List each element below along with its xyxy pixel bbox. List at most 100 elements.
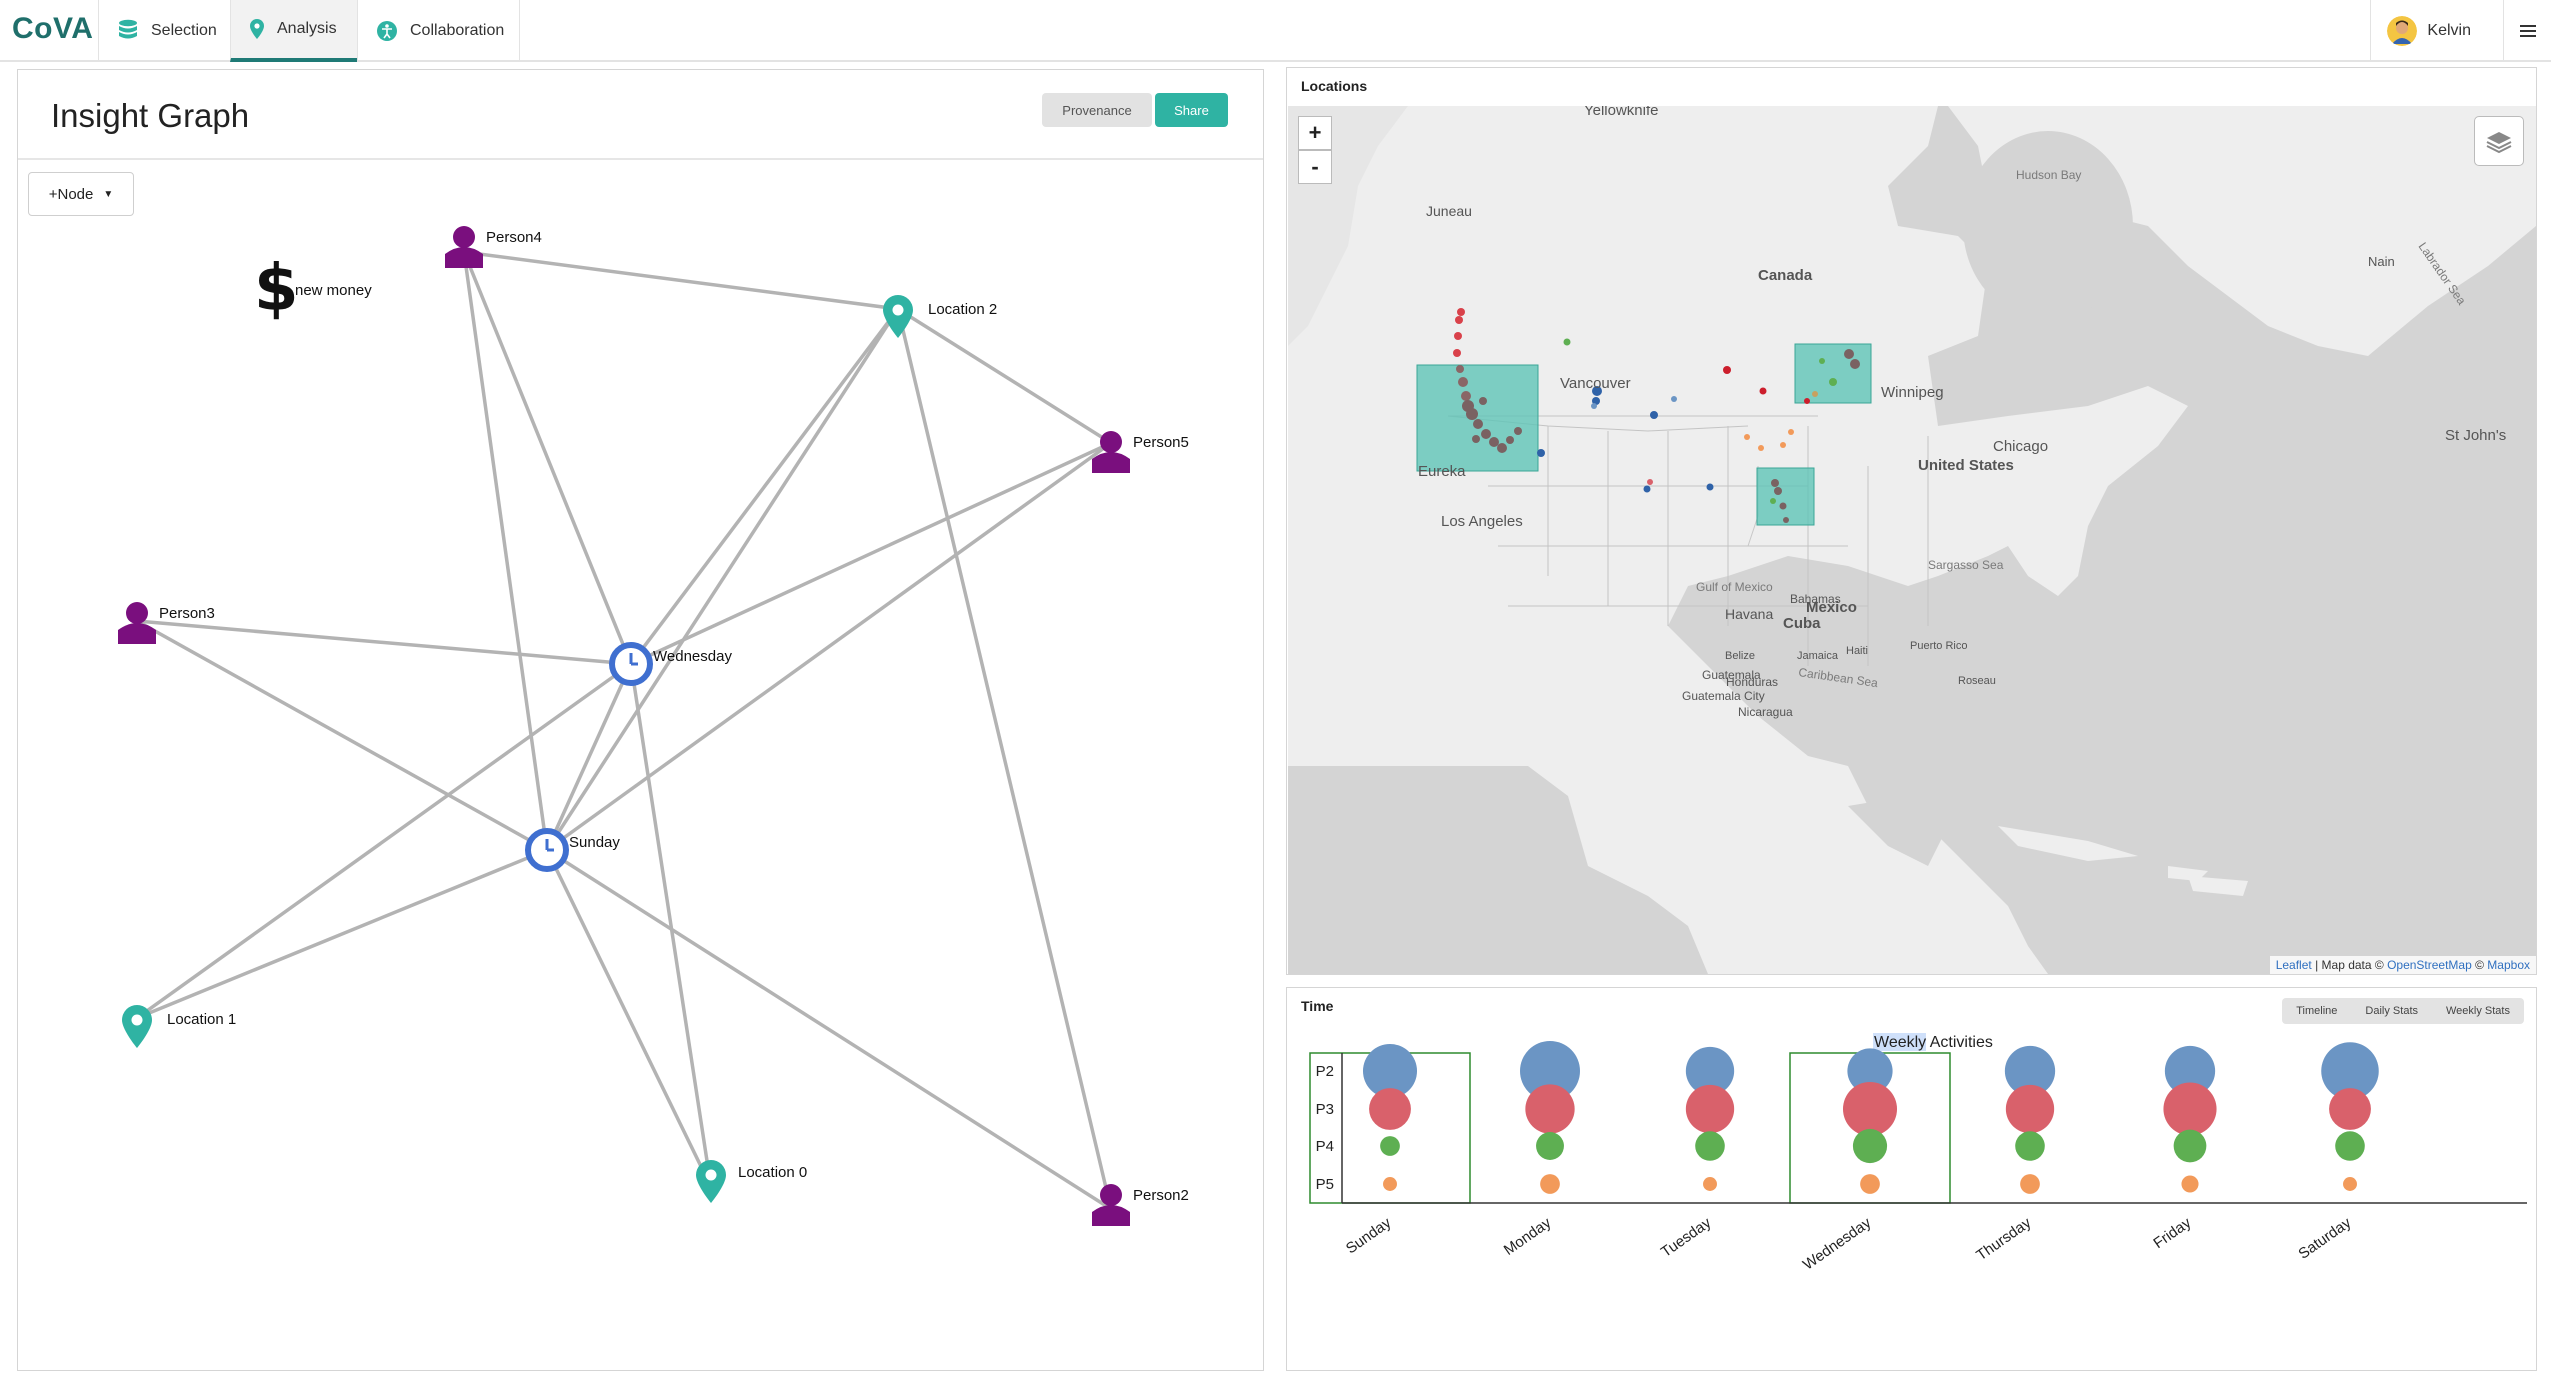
bubble-p3-tuesday[interactable] [1685, 1084, 1735, 1134]
bubble-p4-friday[interactable] [2173, 1129, 2207, 1163]
tab-timeline[interactable]: Timeline [2296, 1005, 2338, 1017]
bubble-p3-thursday[interactable] [2005, 1084, 2055, 1134]
bubble-p3-friday[interactable] [2163, 1082, 2217, 1136]
layers-button[interactable] [2474, 116, 2524, 166]
x-tick-label: Friday [2150, 1214, 2194, 1252]
label-yellowknife: Yellowknife [1584, 106, 1659, 119]
bubble-p5-sunday[interactable] [1383, 1177, 1397, 1191]
app-logo[interactable]: CoVA [12, 12, 94, 45]
node-label-location2: Location 2 [928, 301, 997, 318]
person-node-person5[interactable]: Person5 [1092, 431, 1189, 473]
provenance-button[interactable]: Provenance [1042, 93, 1152, 127]
leaflet-link[interactable]: Leaflet [2275, 958, 2312, 972]
bubble-p5-tuesday[interactable] [1703, 1177, 1717, 1191]
page-title: Insight Graph [51, 97, 250, 134]
tab-collaboration[interactable]: Collaboration [357, 0, 520, 62]
graph-canvas[interactable]: $ new money Person4 Person5 Person3 Pers… [18, 70, 1263, 1370]
osm-link[interactable]: OpenStreetMap [2387, 958, 2472, 972]
bubble-p5-thursday[interactable] [2020, 1174, 2040, 1194]
label-jamaica: Jamaica [1797, 650, 1839, 662]
bubble-p2-wednesday[interactable] [1847, 1048, 1893, 1094]
node-label-person2: Person2 [1133, 1187, 1189, 1204]
bubble-p4-monday[interactable] [1536, 1132, 1564, 1160]
label-belize: Belize [1725, 650, 1755, 662]
bubble-p4-thursday[interactable] [2015, 1131, 2045, 1161]
bubble-p2-thursday[interactable] [2004, 1045, 2056, 1097]
time-node-wednesday[interactable]: Wednesday [609, 642, 732, 686]
caret-down-icon: ▼ [103, 188, 114, 200]
label-puerto-rico: Puerto Rico [1910, 640, 1967, 652]
layers-icon [2486, 132, 2512, 154]
bubble-p3-wednesday[interactable] [1842, 1081, 1898, 1137]
share-button[interactable]: Share [1155, 93, 1228, 127]
weekly-activities-chart[interactable]: Weekly Activities P2 P3 P4 P5 Sunday Monday Tu… [1287, 1028, 2536, 1370]
bubble-p3-sunday[interactable] [1369, 1088, 1411, 1130]
time-node-sunday[interactable]: Sunday [525, 828, 620, 872]
add-node-button[interactable]: +Node ▼ [28, 172, 134, 216]
map-pin-icon [883, 295, 913, 338]
label-haiti: Haiti [1846, 645, 1868, 657]
y-tick-label: P5 [1316, 1176, 1334, 1193]
location-node-location2[interactable]: Location 2 [883, 295, 997, 338]
label-havana: Havana [1725, 606, 1773, 622]
zoom-out-button[interactable]: - [1298, 150, 1332, 184]
person-icon [1100, 431, 1122, 453]
bubble-p2-monday[interactable] [1520, 1041, 1580, 1101]
bubble-p2-friday[interactable] [2164, 1045, 2216, 1097]
label-mexico: Mexico [1806, 599, 1857, 616]
tab-daily-stats[interactable]: Daily Stats [2365, 1005, 2418, 1017]
person-node-person2[interactable]: Person2 [1092, 1184, 1189, 1226]
map-canvas[interactable]: Yellowknife Hudson Bay Juneau Canada Lab… [1288, 106, 2536, 974]
map-pin-icon [122, 1005, 152, 1048]
bubble-p4-tuesday[interactable] [1695, 1131, 1725, 1161]
bubble-p2-saturday[interactable] [2321, 1042, 2379, 1100]
locations-title: Locations [1301, 78, 1368, 94]
map-attribution: Leaflet | Map data © OpenStreetMap © Map… [2269, 956, 2536, 974]
x-tick-label: Saturday [2295, 1214, 2354, 1263]
bubble-p2-tuesday[interactable] [1685, 1046, 1735, 1096]
person-icon [1100, 1184, 1122, 1206]
mapbox-link[interactable]: Mapbox [2487, 958, 2530, 972]
bubble-p3-saturday[interactable] [2329, 1088, 2371, 1130]
bubble-p3-monday[interactable] [1525, 1084, 1575, 1134]
label-nain: Nain [2368, 254, 2395, 269]
user-menu[interactable]: Kelvin [2370, 0, 2487, 62]
attribution-text: | Map data © [2311, 958, 2388, 972]
bubble-p4-saturday[interactable] [2335, 1131, 2365, 1161]
label-eureka: Eureka [1418, 463, 1466, 480]
bubble-p5-wednesday[interactable] [1860, 1174, 1880, 1194]
highlight-region-florida[interactable] [1756, 467, 1815, 526]
label-roseau: Roseau [1958, 675, 1996, 687]
highlight-region-northeast[interactable] [1794, 343, 1872, 404]
database-icon [117, 19, 139, 43]
money-node[interactable]: $ new money [254, 252, 372, 326]
node-label-wednesday: Wednesday [653, 648, 732, 665]
bubble-p5-friday[interactable] [2181, 1175, 2199, 1193]
tab-analysis[interactable]: Analysis [230, 0, 357, 62]
node-label-sunday: Sunday [569, 834, 620, 851]
person-node-person3[interactable]: Person3 [118, 602, 215, 644]
map-view[interactable]: Yellowknife Hudson Bay Juneau Canada Lab… [1288, 106, 2536, 974]
map-pin-icon [696, 1160, 726, 1203]
tab-weekly-stats[interactable]: Weekly Stats [2446, 1005, 2510, 1017]
bubble-p4-sunday[interactable] [1380, 1136, 1400, 1156]
person-node-person4[interactable]: Person4 [445, 226, 542, 268]
label-bahamas: Bahamas [1790, 592, 1841, 606]
zoom-in-button[interactable]: + [1298, 116, 1332, 150]
node-label-person3: Person3 [159, 605, 215, 622]
location-node-location1[interactable]: Location 1 [122, 1005, 236, 1048]
bubble-p5-monday[interactable] [1540, 1174, 1560, 1194]
node-label-person5: Person5 [1133, 434, 1189, 451]
bubble-p5-saturday[interactable] [2343, 1177, 2357, 1191]
tab-selection[interactable]: Selection [98, 0, 230, 62]
location-node-location0[interactable]: Location 0 [696, 1160, 807, 1203]
hamburger-menu-button[interactable] [2503, 0, 2551, 62]
bubble-p2-sunday[interactable] [1362, 1043, 1418, 1099]
label-honduras: Honduras [1726, 675, 1778, 689]
x-tick-label: Sunday [1343, 1214, 1395, 1257]
graph-edges [135, 250, 1113, 1211]
attribution-sep: © [2471, 958, 2488, 972]
bubble-p4-wednesday[interactable] [1852, 1128, 1888, 1164]
y-tick-label: P3 [1316, 1101, 1334, 1118]
highlight-region-west[interactable] [1416, 364, 1539, 472]
